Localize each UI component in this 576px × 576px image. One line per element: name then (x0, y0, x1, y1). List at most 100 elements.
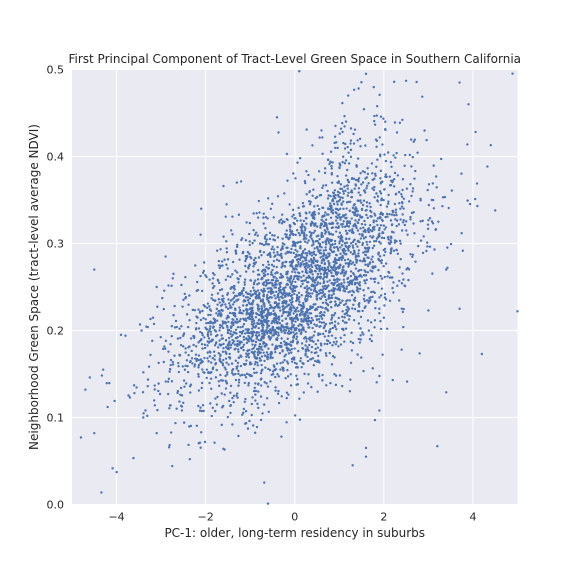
data-point (380, 294, 382, 296)
data-point (289, 230, 291, 232)
data-point (297, 207, 299, 209)
data-point (255, 390, 257, 392)
data-point (278, 318, 280, 320)
data-point (262, 316, 264, 318)
data-point (155, 432, 157, 434)
data-point (476, 182, 478, 184)
data-point (348, 318, 350, 320)
data-point (340, 128, 342, 130)
data-point (291, 358, 293, 360)
data-point (384, 296, 386, 298)
data-point (172, 273, 174, 275)
data-point (269, 338, 271, 340)
data-point (245, 363, 247, 365)
data-point (263, 336, 265, 338)
data-point (267, 273, 269, 275)
data-point (342, 208, 344, 210)
data-point (412, 156, 414, 158)
data-point (349, 142, 351, 144)
data-point (342, 250, 344, 252)
data-point (300, 331, 302, 333)
data-point (277, 303, 279, 305)
data-point (276, 362, 278, 364)
data-point (321, 216, 323, 218)
data-point (300, 285, 302, 287)
data-point (93, 268, 95, 270)
data-point (227, 308, 229, 310)
data-point (358, 269, 360, 271)
data-point (250, 363, 252, 365)
data-point (341, 204, 343, 206)
data-point (284, 295, 286, 297)
data-point (427, 223, 429, 225)
data-point (310, 296, 312, 298)
data-point (339, 253, 341, 255)
data-point (135, 386, 137, 388)
data-point (285, 252, 287, 254)
data-point (231, 339, 233, 341)
data-point (227, 258, 229, 260)
data-point (213, 442, 215, 444)
data-point (303, 263, 305, 265)
data-point (212, 339, 214, 341)
data-point (233, 301, 235, 303)
data-point (311, 292, 313, 294)
data-point (391, 180, 393, 182)
data-point (297, 310, 299, 312)
data-point (306, 294, 308, 296)
data-point (247, 427, 249, 429)
data-point (304, 182, 306, 184)
data-point (146, 415, 148, 417)
data-point (149, 354, 151, 356)
data-point (292, 259, 294, 261)
data-point (342, 289, 344, 291)
data-point (253, 259, 255, 261)
data-point (237, 351, 239, 353)
data-point (255, 341, 257, 343)
data-point (392, 211, 394, 213)
data-point (364, 254, 366, 256)
data-point (414, 260, 416, 262)
data-point (230, 344, 232, 346)
data-point (343, 186, 345, 188)
data-point (387, 271, 389, 273)
data-point (341, 385, 343, 387)
data-point (327, 256, 329, 258)
x-tick-label: 2 (380, 511, 387, 524)
data-point (325, 307, 327, 309)
data-point (336, 147, 338, 149)
data-point (182, 333, 184, 335)
data-point (287, 311, 289, 313)
data-point (282, 367, 284, 369)
data-point (240, 239, 242, 241)
data-point (185, 382, 187, 384)
data-point (236, 340, 238, 342)
data-point (334, 189, 336, 191)
data-point (354, 188, 356, 190)
data-point (284, 261, 286, 263)
data-point (299, 157, 301, 159)
data-point (205, 318, 207, 320)
data-point (261, 270, 263, 272)
data-point (282, 326, 284, 328)
data-point (207, 314, 209, 316)
data-point (323, 272, 325, 274)
data-point (273, 366, 275, 368)
data-point (195, 322, 197, 324)
data-point (312, 188, 314, 190)
data-point (342, 190, 344, 192)
data-point (319, 349, 321, 351)
data-point (287, 238, 289, 240)
data-point (297, 325, 299, 327)
data-point (486, 165, 488, 167)
data-point (297, 263, 299, 265)
data-point (387, 194, 389, 196)
data-point (152, 317, 154, 319)
data-point (318, 250, 320, 252)
data-point (200, 339, 202, 341)
data-point (264, 237, 266, 239)
y-tick-label: 0.5 (47, 64, 65, 77)
data-point (427, 219, 429, 221)
data-point (379, 213, 381, 215)
data-point (366, 299, 368, 301)
